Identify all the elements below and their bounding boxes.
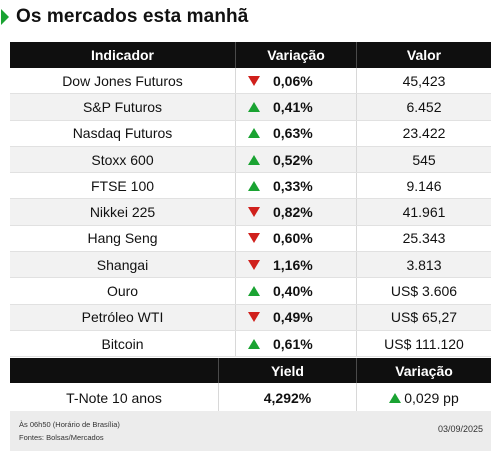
page-title: Os mercados esta manhã (16, 6, 249, 27)
indicator-name: Nasdaq Futuros (10, 120, 236, 146)
change-value: 0,82% (273, 204, 313, 221)
change-cell: 0,82% (236, 199, 357, 225)
change-cell: 1,16% (236, 252, 357, 278)
table-row: S&P Futuros 0,41% 6.452 (10, 94, 491, 121)
indicator-value: US$ 111.120 (384, 335, 464, 352)
indicator-value: 23.422 (402, 125, 446, 142)
footer-date: 03/09/2025 (437, 424, 483, 434)
change-value: 0,33% (273, 177, 313, 194)
header-indicator: Indicador (10, 42, 236, 68)
up-arrow-icon (248, 128, 260, 139)
indicator-value: 3.813 (406, 256, 442, 273)
change-value: 0,40% (273, 283, 313, 300)
indicator-name: Ouro (10, 278, 236, 304)
down-arrow-icon (248, 207, 260, 218)
indicator-value: 9.146 (406, 177, 442, 194)
table-row: Bitcoin 0,61% US$ 111.120 (10, 330, 491, 358)
indicator-name: S&P Futuros (10, 94, 236, 120)
up-arrow-icon (389, 393, 402, 404)
indicator-value: 41.961 (402, 204, 446, 221)
change-cell: 0,61% (236, 330, 357, 357)
change-cell: 0,60% (236, 225, 357, 252)
yield-change: 0,029 pp (404, 390, 459, 407)
table-header: Indicador Variação Valor (10, 42, 491, 68)
indicator-name: Bitcoin (10, 330, 236, 357)
indicator-name: Stoxx 600 (10, 146, 236, 173)
change-value: 0,41% (273, 98, 313, 115)
table-row: Shangai 1,16% 3.813 (10, 252, 491, 279)
title-bar: Os mercados esta manhã (0, 0, 493, 34)
up-arrow-icon (248, 154, 260, 165)
change-value: 0,63% (273, 125, 313, 142)
indicator-name: Hang Seng (10, 225, 236, 252)
title-marker-icon (1, 9, 9, 25)
yield-value: 4,292% (219, 383, 357, 414)
header-yield-change: Variação (395, 362, 453, 379)
indicator-name: Petróleo WTI (10, 304, 236, 330)
change-value: 0,49% (273, 309, 313, 326)
table-row: Dow Jones Futuros 0,06% 45,423 (10, 68, 491, 95)
indicator-value: US$ 3.606 (390, 283, 458, 300)
table-row: Ouro 0,40% US$ 3.606 (10, 278, 491, 305)
down-arrow-icon (248, 312, 260, 323)
table-row: FTSE 100 0,33% 9.146 (10, 173, 491, 200)
down-arrow-icon (248, 259, 260, 270)
change-cell: 0,33% (236, 173, 357, 199)
yield-change-cell: 0,029 pp (357, 383, 491, 413)
table-row: Petróleo WTI 0,49% US$ 65,27 (10, 304, 491, 331)
header-value: Valor (406, 47, 442, 63)
indicator-value: 6.452 (406, 98, 442, 115)
indicator-value: 25.343 (402, 230, 446, 247)
change-cell: 0,63% (236, 120, 357, 146)
table-row: Hang Seng 0,60% 25.343 (10, 225, 491, 253)
yield-name: T-Note 10 anos (10, 383, 219, 414)
change-cell: 0,06% (236, 68, 357, 94)
footer-sources: Fontes: Bolsas/Mercados (19, 433, 104, 442)
change-value: 1,16% (273, 256, 313, 273)
indicator-name: Nikkei 225 (10, 199, 236, 225)
change-value: 0,61% (273, 335, 313, 352)
change-cell: 0,40% (236, 278, 357, 304)
yield-row: T-Note 10 anos 4,292% 0,029 pp (10, 383, 491, 414)
table-row: Nasdaq Futuros 0,63% 23.422 (10, 120, 491, 147)
down-arrow-icon (248, 75, 260, 86)
up-arrow-icon (248, 286, 260, 297)
change-cell: 0,49% (236, 304, 357, 330)
footer: Às 06h50 (Horário de Brasília) Fontes: B… (10, 411, 491, 451)
indicator-value: US$ 65,27 (390, 309, 458, 326)
indicator-name: Shangai (10, 252, 236, 278)
header-yield: Yield (219, 358, 357, 384)
indicator-value: 545 (412, 151, 436, 168)
change-value: 0,60% (273, 230, 313, 247)
change-cell: 0,41% (236, 94, 357, 120)
indicator-name: FTSE 100 (10, 173, 236, 199)
header-change: Variação (236, 42, 357, 68)
up-arrow-icon (248, 101, 260, 112)
table-body: Dow Jones Futuros 0,06% 45,423 S&P Futuros 0… (10, 68, 491, 358)
yield-header: Yield Variação (10, 358, 491, 384)
change-value: 0,52% (273, 151, 313, 168)
footer-time-note: Às 06h50 (Horário de Brasília) (19, 420, 120, 429)
up-arrow-icon (248, 180, 260, 191)
table-row: Nikkei 225 0,82% 41.961 (10, 199, 491, 226)
indicator-name: Dow Jones Futuros (10, 68, 236, 94)
yield-header-blank (10, 358, 219, 384)
up-arrow-icon (248, 338, 260, 349)
table-row: Stoxx 600 0,52% 545 (10, 146, 491, 174)
down-arrow-icon (248, 233, 260, 244)
indicator-value: 45,423 (402, 72, 446, 89)
change-cell: 0,52% (236, 146, 357, 173)
change-value: 0,06% (273, 72, 313, 89)
markets-table: Indicador Variação Valor Dow Jones Futur… (10, 42, 491, 414)
